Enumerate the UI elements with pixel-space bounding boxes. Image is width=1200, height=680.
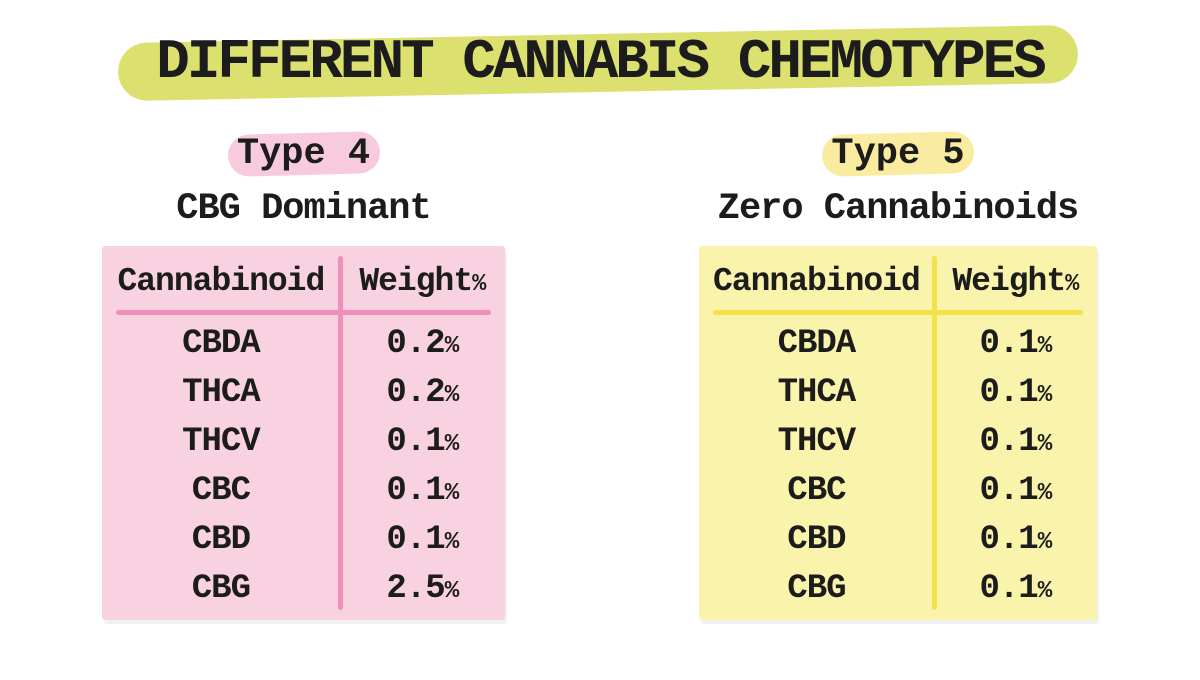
- column-header-cannabinoid: Cannabinoid: [712, 262, 921, 300]
- weight-cell: 0.1%: [979, 373, 1053, 412]
- cannabinoid-cell: THCA: [777, 373, 857, 412]
- cannabinoid-cell: THCV: [182, 422, 261, 461]
- page-title: DIFFERENT CANNABIS CHEMOTYPES: [156, 30, 1047, 94]
- table-row: CBDA 0.1%: [699, 319, 1097, 368]
- percent-sign: %: [444, 480, 460, 508]
- percent-sign: %: [1037, 332, 1053, 360]
- percent-sign: %: [1065, 270, 1079, 298]
- percent-sign: %: [1037, 529, 1053, 557]
- table-row: CBG 2.5%: [102, 565, 505, 614]
- table-row: CBD 0.1%: [102, 516, 505, 565]
- column-header-cannabinoid: Cannabinoid: [117, 262, 325, 300]
- table-row: THCA 0.2%: [102, 368, 505, 417]
- weight-cell: 2.5%: [386, 570, 460, 609]
- column-header-weight: Weight%: [952, 262, 1079, 300]
- cannabinoid-cell: CBG: [787, 570, 846, 609]
- weight-cell: 0.1%: [386, 521, 460, 560]
- table-header-row: Cannabinoid Weight%: [699, 254, 1097, 308]
- table-row: CBC 0.1%: [102, 467, 505, 516]
- type-label-group: Type 4: [102, 131, 505, 178]
- cannabinoid-cell: THCV: [777, 422, 857, 461]
- header-underline: [713, 310, 1083, 315]
- weight-cell: 0.2%: [386, 373, 460, 412]
- type-label-group: Type 5: [699, 131, 1097, 178]
- chemotype-panel: Type 5 Zero Cannabinoids Cannabinoid Wei…: [699, 131, 1097, 620]
- weight-cell: 0.1%: [979, 422, 1053, 461]
- type-label: Type 5: [831, 133, 965, 175]
- percent-sign: %: [444, 430, 460, 458]
- type-label: Type 4: [236, 133, 371, 175]
- cannabinoid-table: Cannabinoid Weight% CBDA 0.1% THCA 0.1% THCV…: [699, 246, 1097, 620]
- percent-sign: %: [444, 578, 460, 606]
- column-divider-line: [337, 256, 343, 610]
- percent-sign: %: [444, 529, 460, 557]
- table-row: THCV 0.1%: [699, 417, 1097, 466]
- cannabinoid-cell: CBD: [191, 521, 251, 560]
- chemotype-panel: Type 4 CBG Dominant Cannabinoid Weight% …: [102, 131, 505, 620]
- percent-sign: %: [1037, 381, 1053, 409]
- column-divider-line: [931, 256, 937, 610]
- header-underline: [116, 310, 491, 315]
- table-row: THCV 0.1%: [102, 417, 505, 466]
- cannabinoid-cell: CBD: [787, 521, 846, 560]
- table-row: CBDA 0.2%: [102, 319, 505, 368]
- percent-sign: %: [1037, 578, 1053, 606]
- weight-cell: 0.1%: [979, 521, 1053, 560]
- percent-sign: %: [444, 381, 460, 409]
- table-row: CBG 0.1%: [699, 565, 1097, 614]
- weight-cell: 0.1%: [386, 422, 460, 461]
- panel-subtitle: CBG Dominant: [176, 188, 431, 230]
- weight-cell: 0.1%: [979, 472, 1053, 511]
- cannabinoid-cell: CBDA: [777, 324, 857, 363]
- column-header-weight: Weight%: [359, 262, 486, 300]
- table-row: CBC 0.1%: [699, 467, 1097, 516]
- cannabinoid-cell: CBC: [191, 472, 251, 511]
- panel-subtitle: Zero Cannabinoids: [717, 188, 1079, 230]
- table-row: THCA 0.1%: [699, 368, 1097, 417]
- cannabinoid-cell: THCA: [182, 373, 261, 412]
- cannabinoid-table: Cannabinoid Weight% CBDA 0.2% THCA 0.2% THCV…: [102, 246, 505, 620]
- title-group: DIFFERENT CANNABIS CHEMOTYPES: [0, 24, 1200, 102]
- percent-sign: %: [472, 270, 486, 298]
- table-row: CBD 0.1%: [699, 516, 1097, 565]
- weight-cell: 0.1%: [979, 324, 1053, 363]
- cannabinoid-cell: CBDA: [182, 324, 261, 363]
- percent-sign: %: [444, 332, 460, 360]
- percent-sign: %: [1037, 430, 1053, 458]
- percent-sign: %: [1037, 480, 1053, 508]
- weight-cell: 0.1%: [386, 472, 460, 511]
- table-header-row: Cannabinoid Weight%: [102, 254, 505, 308]
- cannabinoid-cell: CBG: [191, 570, 251, 609]
- cannabinoid-cell: CBC: [787, 472, 846, 511]
- weight-cell: 0.1%: [979, 570, 1053, 609]
- weight-cell: 0.2%: [386, 324, 460, 363]
